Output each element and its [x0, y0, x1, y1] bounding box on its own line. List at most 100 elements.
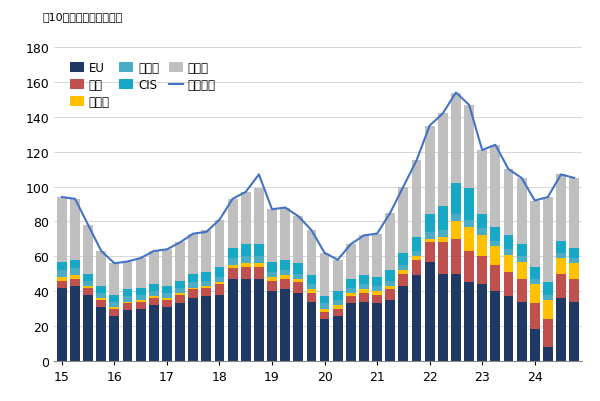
Bar [202, 286, 211, 288]
Bar [228, 269, 238, 279]
輸出総額 [334, 258, 341, 263]
Bar [451, 215, 461, 222]
Bar [188, 274, 198, 283]
Bar [267, 272, 277, 277]
Bar [109, 309, 119, 316]
輸出総額 [216, 218, 223, 223]
Bar [412, 260, 421, 276]
輸出総額 [571, 176, 578, 181]
Bar [149, 305, 159, 361]
Bar [57, 271, 67, 277]
Bar [530, 330, 539, 361]
Bar [543, 319, 553, 347]
Bar [517, 279, 527, 302]
Bar [162, 300, 172, 307]
Bar [136, 309, 146, 361]
Bar [346, 245, 356, 279]
Bar [320, 309, 329, 312]
Bar [83, 225, 93, 274]
Bar [503, 297, 514, 361]
Bar [412, 257, 421, 260]
輸出総額 [347, 242, 355, 247]
Bar [254, 263, 264, 267]
Bar [57, 262, 67, 271]
輸出総額 [98, 249, 105, 254]
Bar [451, 93, 461, 184]
Bar [477, 236, 487, 257]
輸出総額 [255, 172, 262, 177]
Bar [412, 251, 421, 257]
輸出総額 [479, 148, 486, 153]
Bar [372, 277, 382, 286]
Bar [438, 206, 448, 231]
Bar [57, 198, 67, 262]
Bar [503, 272, 514, 297]
Bar [398, 286, 408, 361]
Bar [464, 105, 474, 189]
輸出総額 [557, 172, 565, 177]
Bar [372, 234, 382, 277]
Bar [280, 260, 290, 271]
輸出総額 [150, 249, 157, 254]
輸出総額 [400, 185, 407, 190]
Bar [372, 304, 382, 361]
Bar [307, 293, 316, 302]
Bar [215, 284, 224, 295]
Line: 輸出総額: 輸出総額 [62, 93, 574, 263]
Bar [162, 293, 172, 298]
輸出総額 [295, 214, 302, 219]
Bar [412, 237, 421, 251]
Bar [122, 310, 133, 361]
Bar [477, 257, 487, 284]
Bar [162, 307, 172, 361]
Bar [97, 293, 106, 298]
Bar [425, 126, 434, 215]
Bar [398, 265, 408, 271]
Bar [451, 184, 461, 215]
輸出総額 [361, 233, 368, 238]
輸出総額 [452, 91, 460, 96]
Bar [385, 271, 395, 281]
Bar [254, 257, 264, 263]
Bar [569, 178, 579, 248]
Bar [438, 274, 448, 361]
Bar [412, 276, 421, 361]
Bar [359, 302, 369, 361]
Bar [267, 281, 277, 292]
Bar [543, 300, 553, 319]
Text: （10億米ドル、季調済）: （10億米ドル、季調済） [42, 12, 122, 22]
Bar [228, 265, 238, 269]
Bar [122, 304, 133, 310]
Bar [241, 267, 251, 279]
Bar [267, 292, 277, 361]
Bar [346, 293, 356, 297]
Bar [293, 279, 303, 283]
Bar [57, 277, 67, 281]
Bar [122, 302, 133, 304]
Bar [320, 297, 329, 304]
輸出総額 [466, 103, 473, 108]
Bar [503, 250, 514, 255]
Bar [70, 279, 80, 286]
Legend: EU, 中国, インド, トルコ, CIS, その他, 輸出総額: EU, 中国, インド, トルコ, CIS, その他, 輸出総額 [65, 57, 220, 114]
Bar [307, 284, 316, 290]
Bar [97, 307, 106, 361]
Bar [97, 286, 106, 293]
Bar [477, 229, 487, 236]
Bar [122, 262, 133, 290]
Bar [162, 250, 172, 286]
Bar [215, 283, 224, 284]
Bar [293, 293, 303, 361]
Bar [202, 272, 211, 281]
Bar [372, 295, 382, 304]
Bar [438, 243, 448, 274]
Bar [254, 245, 264, 257]
Bar [136, 300, 146, 302]
輸出総額 [281, 206, 289, 211]
Bar [543, 198, 553, 283]
Bar [569, 279, 579, 302]
Bar [267, 210, 277, 262]
Bar [162, 286, 172, 293]
輸出総額 [308, 228, 315, 233]
Bar [267, 262, 277, 272]
